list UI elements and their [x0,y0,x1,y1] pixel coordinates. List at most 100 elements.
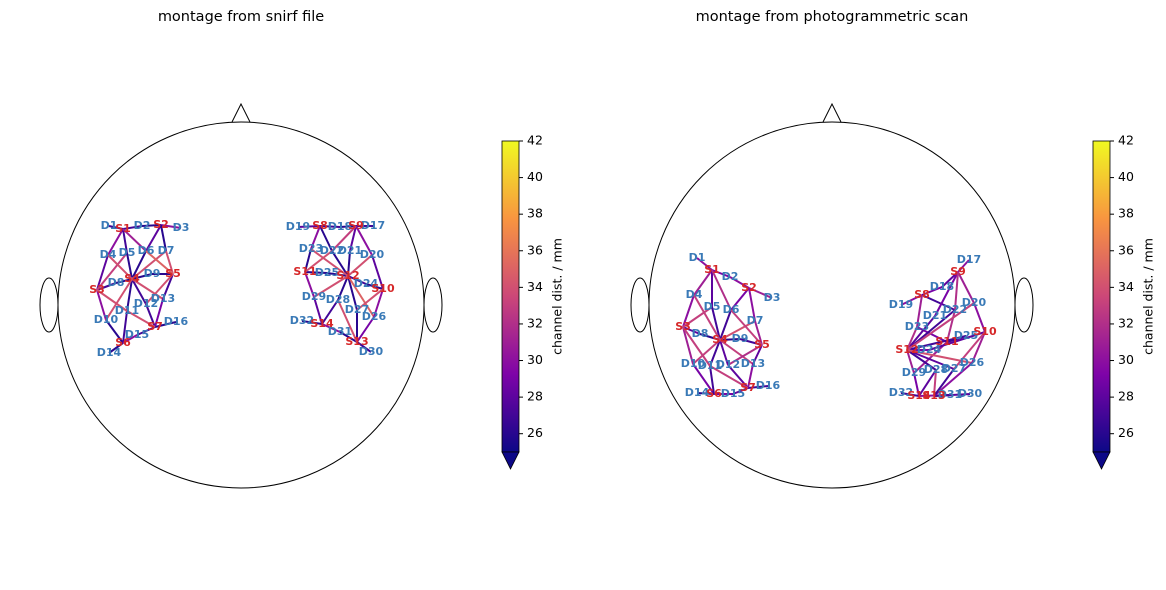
channel [154,321,177,328]
detector-label: D28 [924,363,948,376]
detector-label: D4 [100,248,117,261]
channel [916,326,948,343]
source-label: S13 [922,389,945,402]
channel [321,299,339,325]
detector-label: D10 [681,357,706,370]
channel [115,278,133,284]
channel [719,309,732,341]
detector-label: D27 [942,362,966,375]
channel [682,326,694,365]
detector-label: D22 [943,303,967,316]
source-label: S6 [706,387,722,400]
detector-label: D18 [328,220,352,233]
detector-label: D28 [326,293,350,306]
channel [310,225,321,250]
channel [122,228,147,252]
source-label: S14 [907,389,931,402]
colorbar-tick-label: 26 [527,425,543,440]
channel [748,287,756,322]
colorbar-label: channel dist. / mm [1141,238,1156,355]
channel [913,341,948,374]
colorbar-tick-label: 26 [1118,425,1134,440]
channel [108,225,124,230]
channel [941,271,959,288]
colorbar-tick-label: 40 [1118,169,1134,184]
source-label: S7 [147,320,163,333]
source-label: S4 [712,333,728,346]
detector-label: D22 [320,244,344,257]
source-label: S11 [935,335,958,348]
detector-label: D19 [889,298,913,311]
channel [373,288,384,318]
detector-label: D1 [689,251,706,264]
channel [709,365,715,395]
channel [365,283,384,290]
ear [423,277,443,333]
channel [913,372,920,397]
channel [122,334,138,344]
colorbar-tick-label: 32 [1118,315,1134,330]
channel [711,269,731,278]
channel [682,326,701,335]
ear [39,277,59,333]
detector-label: D16 [164,315,189,328]
detector-label: D5 [704,300,721,313]
channel [145,250,174,275]
detector-label: D7 [158,244,175,257]
colorbar-tick-label: 40 [527,169,543,184]
channel [319,225,333,252]
detector-label: D26 [362,310,387,323]
colorbar-tick-label: 32 [527,315,543,330]
detector-label: D25 [954,329,978,342]
detector-label: D23 [299,242,323,255]
channel [711,306,721,341]
panel-title: montage from snirf file [158,9,324,25]
channel [347,275,358,311]
channel [321,323,341,333]
channel [304,271,328,274]
channel [719,339,729,366]
channel [349,225,357,252]
detector-label: D2 [134,219,151,232]
detector-label: D20 [962,296,987,309]
channel [692,339,721,365]
detector-label: D21 [923,309,947,322]
channel [730,287,750,311]
channel [732,387,749,395]
channel [347,275,375,318]
detector-label: D11 [698,359,722,372]
detector-label: D17 [361,219,385,232]
channel [696,257,713,271]
channel [337,299,358,343]
channel [727,364,749,389]
channel [699,333,721,341]
source-label: S9 [348,219,364,232]
channel [933,362,973,397]
channel [933,394,951,397]
channel [126,252,133,280]
colorbar-tick-label: 38 [1118,206,1134,221]
channel [105,278,133,321]
colorbar [501,140,520,453]
channel [682,294,695,328]
detector-label: D6 [723,303,740,316]
colorbar-tick-label: 42 [1118,133,1134,148]
channel [921,286,943,296]
channel [347,250,351,277]
source-label: S2 [741,281,757,294]
channel [693,269,713,296]
channel [131,278,164,300]
detector-label: D10 [94,313,119,326]
channel [347,254,373,277]
source-label: S14 [310,317,334,330]
detector-label: D14 [685,386,710,399]
channel [692,363,715,395]
detector-label: D26 [960,356,985,369]
colorbar-extend [1092,451,1111,470]
channel [96,289,128,312]
source-label: S1 [704,263,720,276]
source-label: S1 [115,222,131,235]
channel [921,294,956,311]
